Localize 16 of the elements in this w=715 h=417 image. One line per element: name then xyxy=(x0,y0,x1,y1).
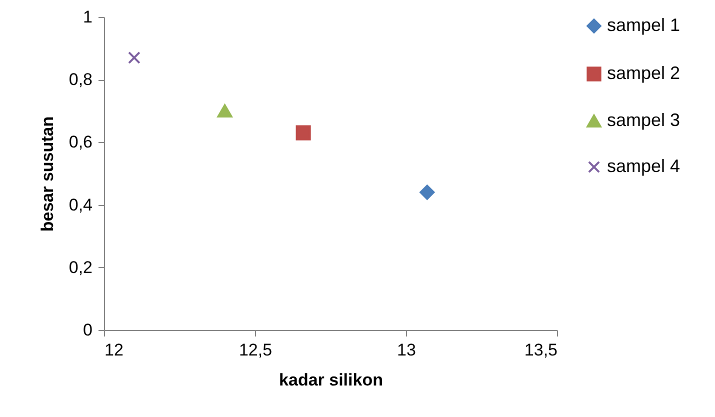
y-axis-title: besar susutan xyxy=(38,116,57,232)
legend-label: sampel 4 xyxy=(607,156,680,176)
y-tick-label: 0 xyxy=(83,320,92,340)
x-tick-label: 12,5 xyxy=(238,340,272,360)
legend-label: sampel 1 xyxy=(607,15,680,35)
x-tick-label: 13 xyxy=(397,340,416,360)
x-tick-label: 13,5 xyxy=(524,340,558,360)
legend-label: sampel 3 xyxy=(607,110,680,130)
x-axis-title: kadar silikon xyxy=(279,370,383,390)
y-tick-label: 1 xyxy=(83,8,92,26)
y-tick-label: 0,2 xyxy=(68,258,92,277)
y-tick-label: 0,4 xyxy=(68,195,92,214)
y-tick-label: 0,6 xyxy=(68,132,92,152)
x-tick-label: 12 xyxy=(104,340,124,360)
y-tick-label: 0,8 xyxy=(68,70,92,90)
legend-label: sampel 2 xyxy=(607,63,680,83)
